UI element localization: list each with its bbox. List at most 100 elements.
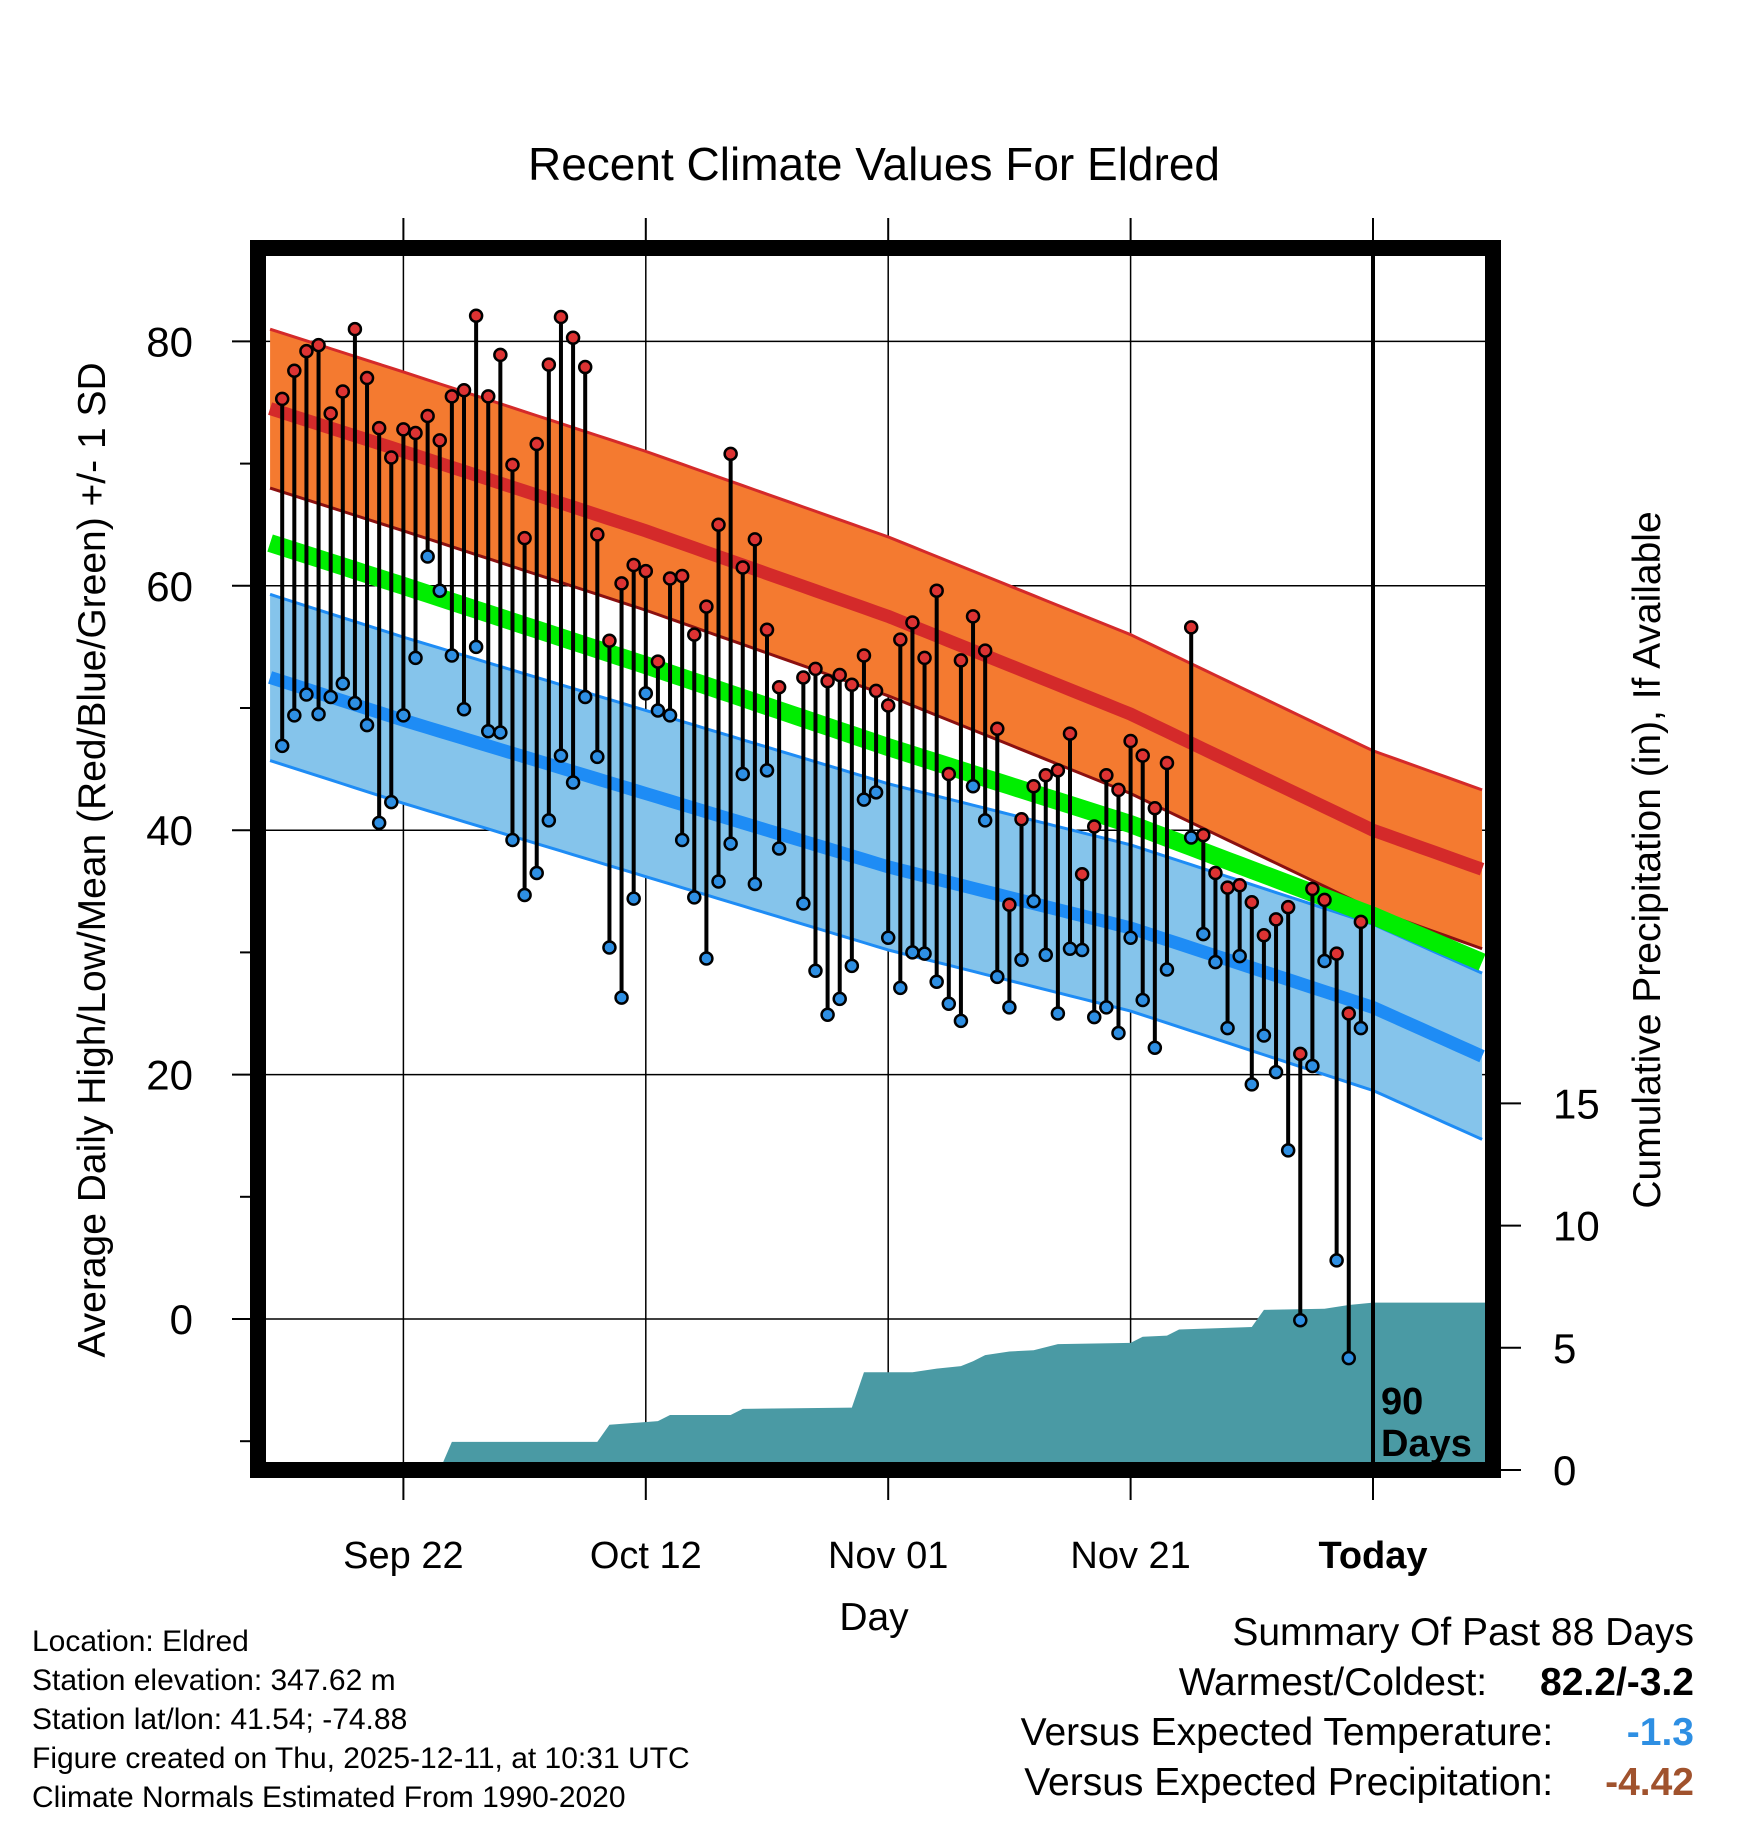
daily-low-point <box>444 648 460 663</box>
daily-low-point <box>347 695 363 711</box>
today-annotation-number: 90 <box>1381 1381 1423 1423</box>
daily-low-point <box>808 963 823 978</box>
daily-low-point <box>311 706 326 722</box>
daily-high-point <box>941 766 957 782</box>
daily-low-point <box>1147 1040 1163 1055</box>
daily-low-point <box>626 891 641 906</box>
daily-low-point <box>650 703 666 718</box>
y-tick-label: 40 <box>146 807 193 854</box>
daily-low-point <box>1086 1009 1102 1025</box>
daily-high-point <box>432 433 448 448</box>
daily-low-point <box>529 865 544 881</box>
daily-high-point <box>662 571 678 586</box>
daily-high-point <box>274 391 290 407</box>
daily-high-point <box>856 648 872 663</box>
precip-label: Versus Expected Precipitation: <box>1024 1761 1554 1804</box>
daily-high-point <box>965 609 981 624</box>
daily-high-point <box>1268 912 1284 927</box>
daily-low-point <box>493 725 508 740</box>
daily-low-point <box>1329 1253 1344 1268</box>
elevation-text: Station elevation: 347.62 m <box>32 1664 396 1697</box>
precipitation-area <box>439 1302 1493 1470</box>
station-info: Location: Eldred Station elevation: 347.… <box>32 1622 690 1817</box>
x-tick-label: Sep 22 <box>343 1535 463 1577</box>
daily-high-point <box>1208 865 1223 881</box>
daily-high-point <box>1305 881 1320 897</box>
daily-high-point <box>1002 897 1017 912</box>
daily-low-point <box>711 874 726 889</box>
daily-high-point <box>1317 892 1332 908</box>
daily-high-point <box>832 667 847 683</box>
y2-axis-label: Cumulative Precipitation (in), If Availa… <box>1626 511 1669 1208</box>
chart-title: Recent Climate Values For Eldred <box>528 138 1220 190</box>
daily-low-point <box>274 738 290 754</box>
high-band-upper-edge <box>269 327 1483 792</box>
daily-high-point <box>590 527 605 542</box>
daily-low-point <box>674 832 690 848</box>
daily-low-point <box>1196 926 1211 942</box>
high-normal-line <box>268 402 1485 876</box>
daily-low-point <box>1038 947 1054 963</box>
daily-low-point <box>820 1007 835 1022</box>
daily-low-point <box>541 813 557 828</box>
daily-low-point <box>832 991 847 1007</box>
daily-low-point <box>1208 954 1223 970</box>
y2-tick-label: 15 <box>1553 1080 1600 1127</box>
daily-high-point <box>311 337 326 353</box>
daily-high-point <box>577 359 593 375</box>
daily-low-point <box>1232 948 1247 964</box>
daily-low-point <box>590 749 605 765</box>
daily-low-point <box>396 708 411 723</box>
daily-high-point <box>529 436 544 452</box>
daily-low-point <box>723 836 738 851</box>
daily-high-point <box>699 599 714 614</box>
daily-high-point <box>844 677 860 693</box>
daily-high-point <box>1111 782 1126 798</box>
daily-high-point <box>517 530 532 546</box>
daily-low-point <box>990 969 1005 985</box>
daily-low-point <box>1244 1077 1260 1092</box>
daily-low-point <box>1220 1020 1235 1036</box>
daily-high-point <box>808 661 823 677</box>
daily-low-point <box>577 689 593 705</box>
daily-low-point <box>565 775 581 790</box>
y-tick-label: 20 <box>146 1052 193 1099</box>
x-tick-label: Nov 21 <box>1070 1535 1190 1577</box>
daily-high-point <box>1086 819 1102 834</box>
daily-high-point <box>905 615 920 630</box>
y2-tick-label: 0 <box>1553 1447 1576 1494</box>
daily-low-point <box>1099 1000 1114 1015</box>
temp-label: Versus Expected Temperature: <box>1020 1711 1554 1754</box>
daily-high-point <box>444 389 460 404</box>
created-text: Figure created on Thu, 2025-12-11, at 10… <box>32 1742 690 1775</box>
daily-high-point <box>371 420 387 436</box>
daily-high-point <box>408 425 423 441</box>
daily-high-point <box>1123 733 1138 749</box>
x-tick-label: Today <box>1318 1535 1427 1577</box>
daily-high-point <box>1014 811 1029 827</box>
daily-low-point <box>1341 1350 1357 1366</box>
daily-low-point <box>662 708 678 723</box>
daily-low-point <box>638 686 654 701</box>
temp-row: Versus Expected Temperature: -1.3 <box>1021 1708 1694 1758</box>
daily-low-point <box>335 676 351 691</box>
daily-high-point <box>1196 827 1211 843</box>
daily-high-point <box>650 654 666 669</box>
normals-text: Climate Normals Estimated From 1990-2020 <box>32 1781 626 1814</box>
low-normal-line <box>268 671 1485 1063</box>
daily-high-point <box>493 347 508 363</box>
daily-high-point <box>323 406 338 421</box>
daily-low-point <box>323 689 338 705</box>
latlon-text: Station lat/lon: 41.54; -74.88 <box>32 1703 408 1736</box>
y-tick-label: 80 <box>146 318 193 365</box>
daily-low-point <box>602 940 617 955</box>
daily-high-point <box>723 446 738 462</box>
daily-high-point <box>735 560 751 575</box>
y2-tick-label: 10 <box>1553 1203 1600 1250</box>
daily-low-point <box>796 896 811 911</box>
daily-high-point <box>880 698 896 713</box>
daily-high-point <box>359 370 375 386</box>
daily-high-point <box>1353 914 1369 930</box>
daily-high-point <box>917 650 932 666</box>
daily-high-point <box>1147 800 1163 816</box>
